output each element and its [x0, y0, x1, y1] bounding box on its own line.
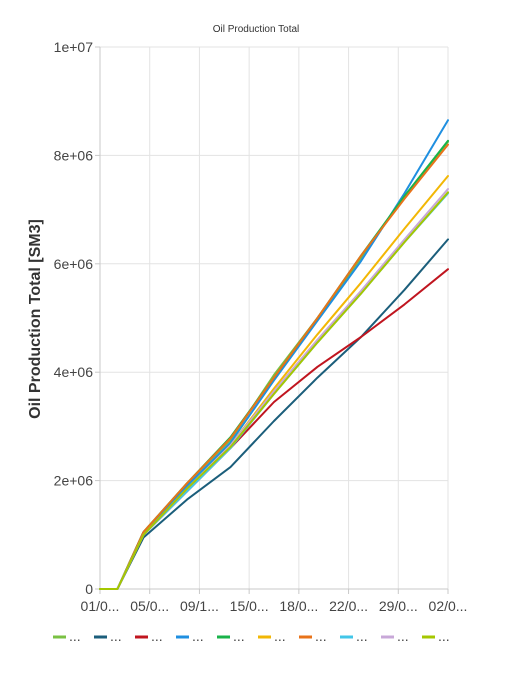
x-tick-label: 09/1... [180, 598, 219, 614]
series-lines [99, 119, 449, 590]
legend-label: ... [151, 628, 163, 644]
legend-item[interactable]: ... [258, 628, 286, 644]
x-tick-label: 22/0... [329, 598, 368, 614]
axes: 0 2e+06 4e+06 6e+06 8e+06 1e+07 01/0... 05/0...… [54, 39, 468, 614]
y-tick-label: 6e+06 [54, 256, 94, 272]
legend-label: ... [274, 628, 286, 644]
legend-label: ... [192, 628, 204, 644]
y-tick-label: 4e+06 [54, 364, 94, 380]
x-tick-label: 05/0... [130, 598, 169, 614]
series-line-7 [99, 143, 449, 590]
legend-item[interactable]: ... [299, 628, 327, 644]
legend-item[interactable]: ... [340, 628, 368, 644]
legend-label: ... [438, 628, 450, 644]
y-tick-label: 1e+07 [54, 39, 94, 55]
grid [100, 46, 449, 589]
chart-title: Oil Production Total [213, 24, 300, 35]
legend-label: ... [233, 628, 245, 644]
y-tick-label: 0 [85, 581, 93, 597]
legend-item[interactable]: ... [176, 628, 204, 644]
legend-item[interactable]: ... [422, 628, 450, 644]
legend-label: ... [356, 628, 368, 644]
y-tick-label: 8e+06 [54, 147, 94, 163]
x-tick-label: 29/0... [379, 598, 418, 614]
x-tick-label: 01/0... [81, 598, 120, 614]
legend-item[interactable]: ... [381, 628, 409, 644]
series-line-10 [99, 191, 449, 590]
series-line-2 [99, 238, 449, 590]
legend-label: ... [69, 628, 81, 644]
x-tick-label: 18/0... [279, 598, 318, 614]
legend: .............................. [53, 628, 450, 644]
legend-item[interactable]: ... [94, 628, 122, 644]
legend-item[interactable]: ... [53, 628, 81, 644]
legend-item[interactable]: ... [217, 628, 245, 644]
series-line-4 [99, 119, 449, 590]
series-line-3 [99, 268, 449, 590]
y-axis-label: Oil Production Total [SM3] [27, 219, 44, 419]
legend-label: ... [110, 628, 122, 644]
legend-label: ... [315, 628, 327, 644]
x-tick-label: 02/0... [429, 598, 468, 614]
y-tick-label: 2e+06 [54, 473, 94, 489]
legend-item[interactable]: ... [135, 628, 163, 644]
legend-label: ... [397, 628, 409, 644]
x-tick-label: 15/0... [230, 598, 269, 614]
